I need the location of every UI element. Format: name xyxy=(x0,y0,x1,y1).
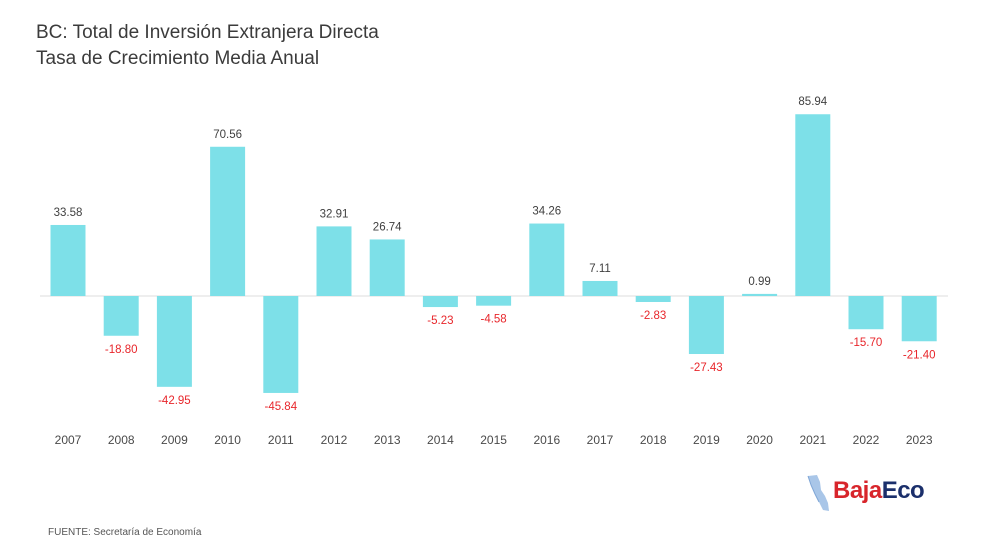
chart-title-block: BC: Total de Inversión Extranjera Direct… xyxy=(36,20,379,72)
x-tick-label-2014: 2014 xyxy=(427,433,454,447)
data-label-2018: -2.83 xyxy=(640,310,666,322)
x-tick-label-2019: 2019 xyxy=(693,433,720,447)
x-tick-label-2007: 2007 xyxy=(55,433,82,447)
x-tick-label-2023: 2023 xyxy=(906,433,933,447)
data-label-2008: -18.80 xyxy=(105,344,138,356)
chart-title: BC: Total de Inversión Extranjera Direct… xyxy=(36,22,379,43)
bar-2007 xyxy=(50,224,86,296)
data-label-2021: 85.94 xyxy=(798,96,827,108)
data-label-2013: 26.74 xyxy=(373,221,402,233)
x-tick-label-2015: 2015 xyxy=(480,433,507,447)
baja-california-map-icon xyxy=(807,475,829,511)
data-label-2023: -21.40 xyxy=(903,349,936,361)
bar-2019 xyxy=(688,296,724,355)
bar-2020 xyxy=(742,293,778,296)
x-tick-label-2018: 2018 xyxy=(640,433,667,447)
x-tick-label-2013: 2013 xyxy=(374,433,401,447)
chart-subtitle: Tasa de Crecimiento Media Anual xyxy=(36,48,320,69)
x-tick-label-2020: 2020 xyxy=(746,433,773,447)
logo-word-eco: Eco xyxy=(881,477,925,504)
bar-2012 xyxy=(316,226,352,296)
x-tick-label-2012: 2012 xyxy=(321,433,348,447)
data-label-2007: 33.58 xyxy=(54,207,83,219)
bar-2015 xyxy=(476,296,512,306)
logo-word-baja: Baja xyxy=(833,477,882,504)
x-tick-label-2022: 2022 xyxy=(853,433,880,447)
source-note: FUENTE: Secretaría de Economía xyxy=(48,527,202,538)
x-tick-label-2011: 2011 xyxy=(268,433,294,447)
data-label-2019: -27.43 xyxy=(690,362,723,374)
bar-2018 xyxy=(635,296,671,302)
logo-wordmark: BajaEco xyxy=(833,477,925,505)
bar-2014 xyxy=(422,296,458,308)
data-label-2014: -5.23 xyxy=(427,315,453,327)
bar-2017 xyxy=(582,280,618,296)
data-label-2012: 32.91 xyxy=(320,208,349,220)
bar-2008 xyxy=(103,296,139,336)
data-label-2017: 7.11 xyxy=(589,263,611,275)
bar-2021 xyxy=(795,114,831,296)
data-label-2009: -42.95 xyxy=(158,395,191,407)
bar-2022 xyxy=(848,296,884,330)
data-label-2022: -15.70 xyxy=(850,337,883,349)
data-label-2011: -45.84 xyxy=(264,401,297,413)
x-tick-label-2021: 2021 xyxy=(799,433,826,447)
data-label-2015: -4.58 xyxy=(480,314,506,326)
bar-2010 xyxy=(210,146,246,296)
x-tick-label-2017: 2017 xyxy=(587,433,614,447)
bar-2011 xyxy=(263,296,299,393)
x-tick-label-2016: 2016 xyxy=(533,433,560,447)
data-label-2020: 0.99 xyxy=(748,276,770,288)
x-tick-label-2009: 2009 xyxy=(161,433,188,447)
data-label-2010: 70.56 xyxy=(213,129,242,141)
bar-2009 xyxy=(156,296,192,387)
x-tick-label-2010: 2010 xyxy=(214,433,241,447)
bar-2013 xyxy=(369,239,405,296)
bar-2016 xyxy=(529,223,565,296)
data-label-2016: 34.26 xyxy=(532,206,561,218)
bar-chart: 33.58 2007 -18.80 2008 -42.95 2009 70.56 2010 -4… xyxy=(40,96,948,447)
x-tick-label-2008: 2008 xyxy=(108,433,135,447)
bajaeco-logo: BajaEco xyxy=(805,474,945,514)
bar-2023 xyxy=(901,296,937,342)
